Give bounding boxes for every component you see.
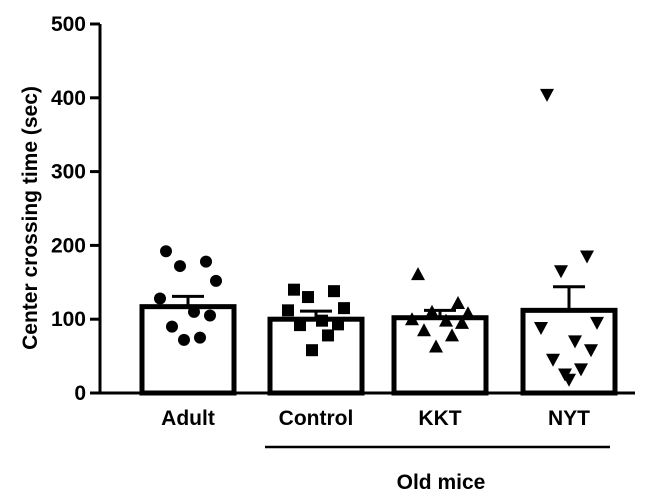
data-point	[332, 318, 344, 331]
data-point	[445, 328, 459, 342]
data-points	[154, 88, 604, 387]
data-point	[417, 323, 431, 337]
data-point	[204, 309, 216, 322]
data-point	[574, 363, 588, 377]
group-label: Old mice	[397, 471, 486, 494]
data-point	[568, 335, 582, 349]
data-point	[461, 306, 475, 320]
data-point	[322, 329, 334, 342]
y-tick-label: 200	[51, 234, 86, 257]
data-point	[580, 250, 594, 264]
data-point	[425, 304, 439, 318]
bar	[391, 315, 489, 396]
data-point	[200, 255, 212, 268]
x-tick-label: Control	[279, 407, 354, 430]
data-point	[338, 302, 350, 315]
data-point	[154, 292, 166, 305]
data-point	[590, 316, 604, 330]
data-point	[174, 260, 186, 273]
data-point	[328, 285, 340, 298]
data-point	[194, 331, 206, 344]
data-point	[166, 320, 178, 333]
data-point	[210, 274, 222, 287]
data-point	[584, 344, 598, 358]
x-tick-label: KKT	[418, 407, 461, 430]
data-point	[439, 313, 453, 327]
data-point	[562, 373, 576, 387]
data-point	[411, 267, 425, 281]
y-axis-label: Center crossing time (sec)	[19, 86, 42, 350]
data-point	[282, 304, 294, 317]
data-point	[546, 353, 560, 367]
data-point	[306, 344, 318, 357]
data-point	[188, 305, 200, 318]
data-point	[554, 265, 568, 279]
data-point	[451, 295, 465, 309]
data-point	[405, 312, 419, 326]
x-tick-label: NYT	[548, 407, 590, 430]
data-point	[316, 314, 328, 327]
bars	[139, 285, 618, 396]
y-tick-label: 300	[51, 161, 86, 184]
data-point	[455, 315, 469, 329]
data-point	[302, 291, 314, 304]
y-tick-label: 100	[51, 308, 86, 331]
y-tick-label: 0	[74, 382, 86, 405]
data-point	[534, 322, 548, 336]
data-point	[178, 333, 190, 346]
y-tick-label: 500	[51, 13, 86, 36]
data-point	[429, 339, 443, 353]
data-point	[540, 88, 554, 102]
data-point	[294, 319, 306, 332]
data-point	[160, 245, 172, 258]
data-point	[288, 283, 300, 296]
bar	[139, 304, 237, 396]
x-tick-label: Adult	[161, 407, 215, 430]
y-tick-label: 400	[51, 87, 86, 110]
